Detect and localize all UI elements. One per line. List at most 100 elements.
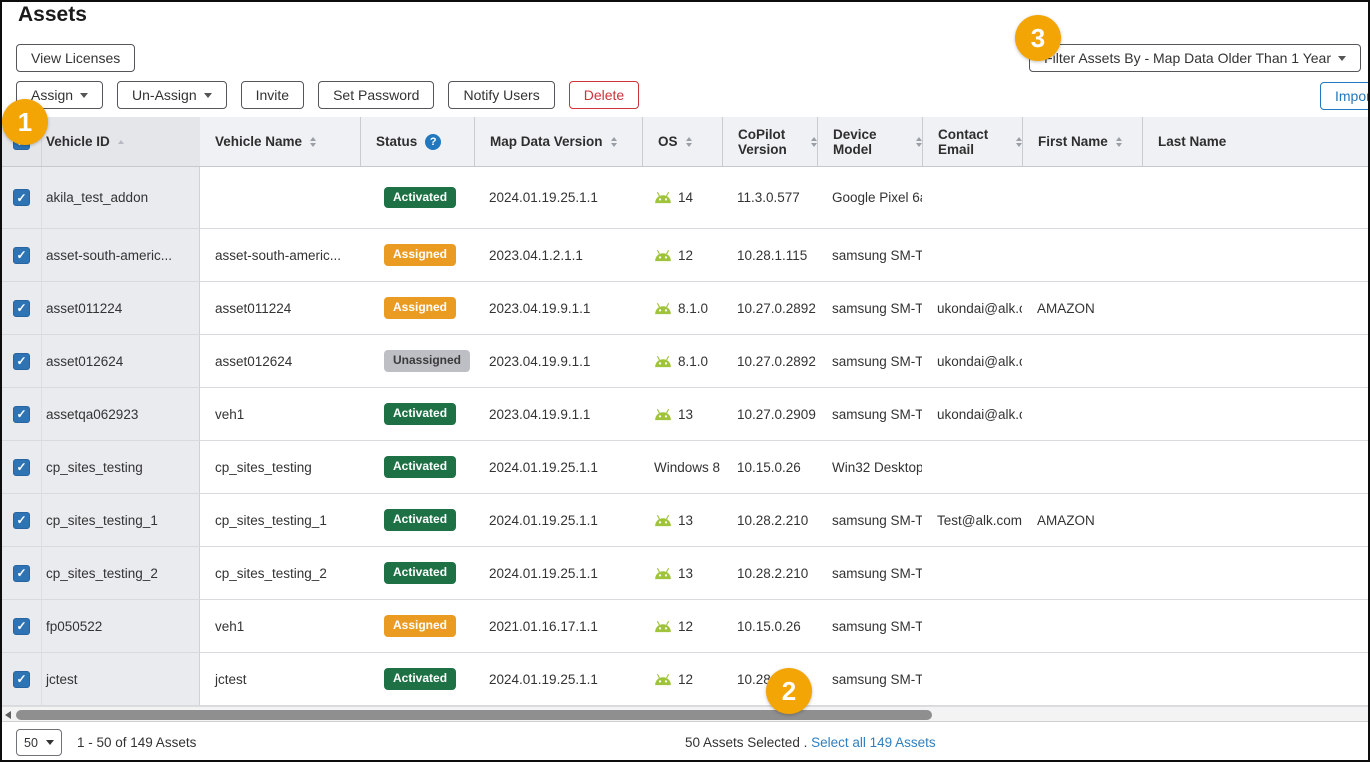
map-data-version-cell: 2023.04.19.9.1.1 (474, 354, 642, 369)
table-row[interactable]: asset011224 asset011224 Assigned 2023.04… (2, 282, 1370, 335)
os-version-label: 8.1.0 (678, 354, 708, 369)
os-cell: Windows 8 6. (642, 460, 722, 475)
table-row[interactable]: assetqa062923 veh1 Activated 2023.04.19.… (2, 388, 1370, 441)
header-first-name[interactable]: First Name (1022, 117, 1142, 166)
row-checkbox-cell (2, 600, 42, 652)
scroll-left-arrow-icon[interactable] (5, 711, 11, 719)
invite-button[interactable]: Invite (241, 81, 304, 109)
header-vehicle-id[interactable]: Vehicle ID (42, 117, 200, 166)
un-assign-button[interactable]: Un-Assign (117, 81, 227, 109)
vehicle-id-cell: akila_test_addon (42, 167, 200, 228)
table-row[interactable]: akila_test_addon Activated 2024.01.19.25… (2, 167, 1370, 229)
header-os[interactable]: OS (642, 117, 722, 166)
status-badge: Assigned (384, 244, 456, 265)
copilot-version-cell: 10.28.2.210 (722, 566, 817, 581)
status-badge: Activated (384, 456, 456, 477)
vehicle-id-cell: assetqa062923 (42, 388, 200, 440)
sort-icon[interactable] (310, 137, 316, 147)
selection-summary: 50 Assets Selected . Select all 149 Asse… (685, 735, 936, 750)
device-model-cell: samsung SM-T570 (817, 566, 922, 581)
android-icon (654, 249, 672, 262)
status-badge: Activated (384, 403, 456, 424)
android-icon (654, 302, 672, 315)
device-model-cell: samsung SM-T570 (817, 513, 922, 528)
row-checkbox[interactable] (13, 512, 30, 529)
status-cell: Activated (360, 187, 474, 208)
row-checkbox[interactable] (13, 353, 30, 370)
header-status[interactable]: Status (360, 117, 474, 166)
vehicle-name-cell: asset-south-americ... (200, 248, 360, 263)
table-row[interactable]: fp050522 veh1 Assigned 2021.01.16.17.1.1 (2, 600, 1370, 653)
device-model-cell: samsung SM-T575 (817, 248, 922, 263)
device-model-cell: samsung SM-T580 (817, 354, 922, 369)
row-checkbox[interactable] (13, 300, 30, 317)
page-size-select[interactable]: 50 (16, 729, 62, 756)
filter-assets-button[interactable]: Filter Assets By - Map Data Older Than 1… (1029, 44, 1361, 72)
vehicle-name-cell: jctest (200, 672, 360, 687)
vehicle-name-cell: asset011224 (200, 301, 360, 316)
table-row[interactable]: asset-south-americ... asset-south-americ… (2, 229, 1370, 282)
vehicle-name-cell: cp_sites_testing_2 (200, 566, 360, 581)
row-checkbox[interactable] (13, 671, 30, 688)
sort-icon[interactable] (1116, 137, 1122, 147)
os-version-label: 13 (678, 513, 693, 528)
sort-icon[interactable] (686, 137, 692, 147)
status-badge: Unassigned (384, 350, 470, 371)
table-row[interactable]: cp_sites_testing_1 cp_sites_testing_1 Ac… (2, 494, 1370, 547)
row-checkbox[interactable] (13, 189, 30, 206)
copilot-version-cell: 10.15.0.26 (722, 460, 817, 475)
table-row[interactable]: asset012624 asset012624 Unassigned 2023.… (2, 335, 1370, 388)
table-row[interactable]: jctest jctest Activated 2024.01.19.25.1.… (2, 653, 1370, 706)
status-cell: Activated (360, 456, 474, 477)
table-row[interactable]: cp_sites_testing_2 cp_sites_testing_2 Ac… (2, 547, 1370, 600)
contact-email-cell: Test@alk.com (922, 513, 1022, 528)
vehicle-id-cell: asset-south-americ... (42, 229, 200, 281)
table-row[interactable]: cp_sites_testing cp_sites_testing Activa… (2, 441, 1370, 494)
map-data-version-cell: 2024.01.19.25.1.1 (474, 672, 642, 687)
vehicle-name-cell: asset012624 (200, 354, 360, 369)
header-copilot-version[interactable]: CoPilot Version (722, 117, 817, 166)
copilot-version-cell: 10.28.2.210 (722, 513, 817, 528)
status-badge: Assigned (384, 615, 456, 636)
device-model-cell: Win32 Desktop (817, 460, 922, 475)
row-checkbox[interactable] (13, 247, 30, 264)
vehicle-id-cell: fp050522 (42, 600, 200, 652)
vehicle-id-cell: cp_sites_testing_1 (42, 494, 200, 546)
os-cell: 14 (642, 190, 722, 205)
import-button[interactable]: Import (1320, 82, 1370, 110)
status-cell: Assigned (360, 244, 474, 265)
sort-icon[interactable] (611, 137, 617, 147)
status-badge: Assigned (384, 297, 456, 318)
callout-badge-3: 3 (1015, 15, 1061, 61)
row-checkbox-cell (2, 167, 42, 228)
header-contact-email[interactable]: Contact Email (922, 117, 1022, 166)
status-badge: Activated (384, 509, 456, 530)
os-version-label: 14 (678, 190, 693, 205)
row-checkbox-cell (2, 335, 42, 387)
header-last-name[interactable]: Last Name (1142, 117, 1370, 166)
help-icon[interactable] (425, 134, 441, 150)
row-checkbox[interactable] (13, 565, 30, 582)
page-title: Assets (18, 3, 87, 27)
android-icon (654, 514, 672, 527)
vehicle-id-cell: cp_sites_testing_2 (42, 547, 200, 599)
copilot-version-cell: 10.28.1.115 (722, 248, 817, 263)
select-all-link[interactable]: Select all 149 Assets (811, 735, 936, 750)
row-checkbox[interactable] (13, 459, 30, 476)
row-checkbox[interactable] (13, 618, 30, 635)
sort-ascending-icon[interactable] (118, 140, 124, 144)
delete-button[interactable]: Delete (569, 81, 639, 109)
status-badge: Activated (384, 562, 456, 583)
set-password-button[interactable]: Set Password (318, 81, 434, 109)
copilot-version-cell: 10.15.0.26 (722, 619, 817, 634)
os-cell: 8.1.0 (642, 354, 722, 369)
android-icon (654, 191, 672, 204)
header-vehicle-name[interactable]: Vehicle Name (200, 117, 360, 166)
map-data-version-cell: 2021.01.16.17.1.1 (474, 619, 642, 634)
horizontal-scrollbar[interactable] (2, 706, 1370, 722)
header-device-model[interactable]: Device Model (817, 117, 922, 166)
row-checkbox[interactable] (13, 406, 30, 423)
header-map-data-version[interactable]: Map Data Version (474, 117, 642, 166)
notify-users-button[interactable]: Notify Users (448, 81, 554, 109)
view-licenses-button[interactable]: View Licenses (16, 44, 135, 72)
